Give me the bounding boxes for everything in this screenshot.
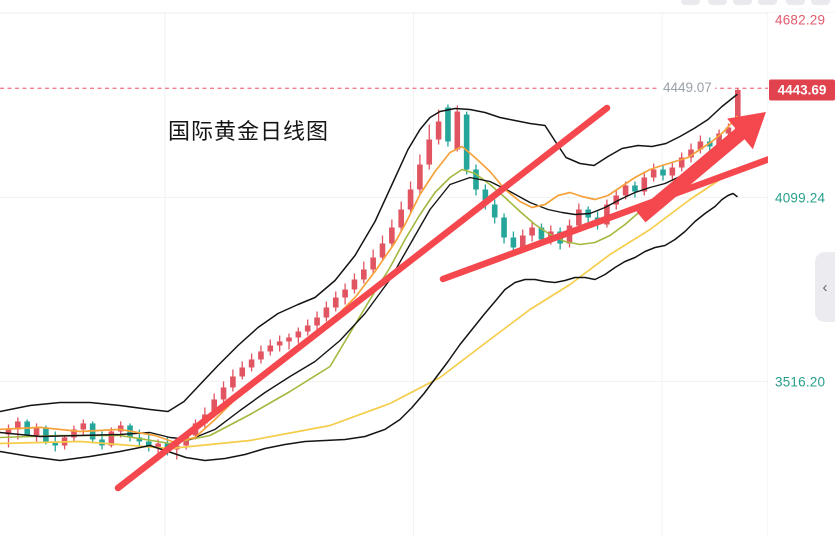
collapse-panel-button[interactable]: ‹ [815, 252, 835, 322]
toolbar-button-stub[interactable] [708, 0, 727, 5]
toolbar-button-stub[interactable] [681, 0, 700, 5]
toolbar-button-stub[interactable] [733, 0, 752, 5]
chevron-left-icon: ‹ [822, 278, 828, 296]
toolbar-button-stub[interactable] [811, 0, 830, 5]
chart-title: 国际黄金日线图 [168, 119, 330, 144]
toolbar-button-stub[interactable] [786, 0, 805, 5]
price-axis-label: 4682.29 [775, 12, 826, 28]
session-high-marker-label: 4449.07 [660, 80, 715, 96]
toolbar-button-stub[interactable] [758, 0, 777, 5]
price-axis-label: 3516.20 [775, 374, 826, 389]
current-price-badge: 4443.69 [769, 79, 835, 101]
price-axis-label: 4099.24 [775, 190, 826, 205]
